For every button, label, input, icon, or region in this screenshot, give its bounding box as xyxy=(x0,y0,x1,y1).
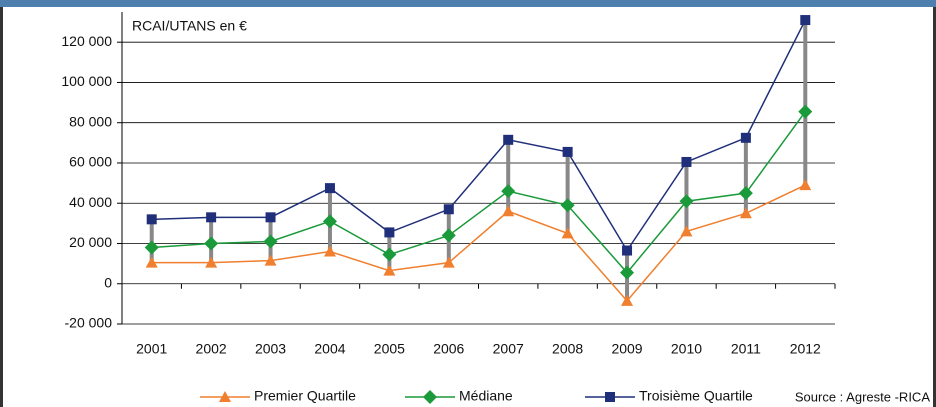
chart-title: RCAI/UTANS en € xyxy=(132,18,247,34)
point xyxy=(265,212,276,223)
legend-marker xyxy=(423,390,437,404)
point xyxy=(442,256,455,268)
point xyxy=(621,294,634,306)
point xyxy=(383,264,396,276)
point xyxy=(146,214,157,225)
series-line xyxy=(151,19,806,252)
x-tick-label: 2005 xyxy=(374,341,405,357)
point xyxy=(443,204,454,215)
right-border xyxy=(933,7,936,407)
point xyxy=(206,212,217,223)
legend-marker xyxy=(219,391,231,402)
point xyxy=(680,225,693,237)
legend-label: Premier Quartile xyxy=(254,388,356,404)
legend-marker xyxy=(605,392,615,402)
point xyxy=(501,184,516,199)
point xyxy=(679,194,694,209)
x-tick-label: 2009 xyxy=(611,341,642,357)
point xyxy=(382,247,397,262)
point xyxy=(681,156,692,167)
top-band xyxy=(0,0,936,7)
point xyxy=(264,254,277,266)
x-tick-label: 2001 xyxy=(136,341,167,357)
x-tick-label: 2007 xyxy=(493,341,524,357)
legend-label: Troisième Quartile xyxy=(639,388,753,404)
y-tick-label: 80 000 xyxy=(69,113,112,129)
x-tick-label: 2004 xyxy=(314,341,345,357)
left-border xyxy=(0,7,3,407)
point xyxy=(384,227,395,238)
point xyxy=(740,132,751,143)
x-tick-label: 2012 xyxy=(790,341,821,357)
point xyxy=(503,134,514,145)
x-tick-label: 2011 xyxy=(731,341,761,357)
x-tick-label: 2002 xyxy=(196,341,227,357)
x-tick-label: 2006 xyxy=(433,341,464,357)
point xyxy=(562,146,573,157)
point xyxy=(739,207,752,219)
point xyxy=(622,245,633,256)
y-tick-label: 100 000 xyxy=(61,73,112,89)
point xyxy=(441,228,456,243)
y-tick-label: 20 000 xyxy=(69,234,112,250)
source: Source : Agreste -RICA xyxy=(795,389,930,404)
x-tick-label: 2008 xyxy=(552,341,583,357)
x-tick-label: 2010 xyxy=(671,341,702,357)
y-tick-label: 60 000 xyxy=(69,154,112,170)
point xyxy=(205,256,218,268)
point xyxy=(738,186,753,201)
series-line xyxy=(151,111,806,274)
y-tick-label: -20 000 xyxy=(65,315,113,331)
point xyxy=(323,245,336,257)
y-tick-label: 120 000 xyxy=(61,33,112,49)
x-tick-label: 2003 xyxy=(255,341,286,357)
point xyxy=(798,104,813,119)
series-line xyxy=(151,184,806,302)
point xyxy=(620,265,635,280)
point xyxy=(204,236,219,251)
point xyxy=(800,15,811,26)
point xyxy=(799,179,812,191)
point xyxy=(560,198,575,213)
point xyxy=(263,234,278,249)
point xyxy=(322,214,337,229)
y-tick-label: 40 000 xyxy=(69,194,112,210)
legend-label: Médiane xyxy=(459,388,513,404)
point xyxy=(145,256,158,268)
point xyxy=(502,205,515,217)
point xyxy=(144,240,159,255)
point xyxy=(324,183,335,194)
y-tick-label: 0 xyxy=(104,274,112,290)
point xyxy=(561,227,574,239)
